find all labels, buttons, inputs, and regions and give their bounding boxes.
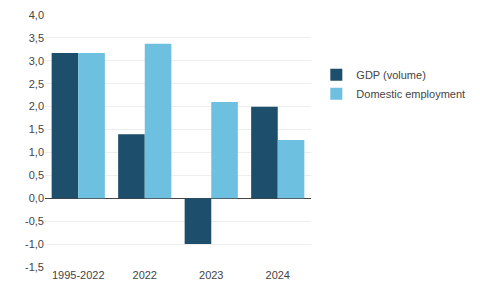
svg-text:2,0: 2,0 [29, 100, 44, 112]
svg-text:2,5: 2,5 [29, 78, 44, 90]
svg-text:1,5: 1,5 [29, 123, 44, 135]
svg-text:2024: 2024 [266, 269, 290, 281]
svg-text:GDP (volume): GDP (volume) [356, 69, 425, 81]
svg-text:0,5: 0,5 [29, 169, 44, 181]
svg-text:4,0: 4,0 [29, 9, 44, 21]
svg-text:-0,5: -0,5 [25, 215, 44, 227]
svg-text:0,0: 0,0 [29, 192, 44, 204]
svg-text:Domestic employment: Domestic employment [356, 88, 465, 100]
svg-text:2023: 2023 [199, 269, 223, 281]
svg-text:-1,0: -1,0 [25, 238, 44, 250]
svg-text:3,5: 3,5 [29, 32, 44, 44]
svg-text:-1,5: -1,5 [25, 261, 44, 273]
svg-text:1,0: 1,0 [29, 146, 44, 158]
svg-text:2022: 2022 [133, 269, 157, 281]
svg-text:3,0: 3,0 [29, 55, 44, 67]
svg-text:1995-2022: 1995-2022 [52, 269, 105, 281]
